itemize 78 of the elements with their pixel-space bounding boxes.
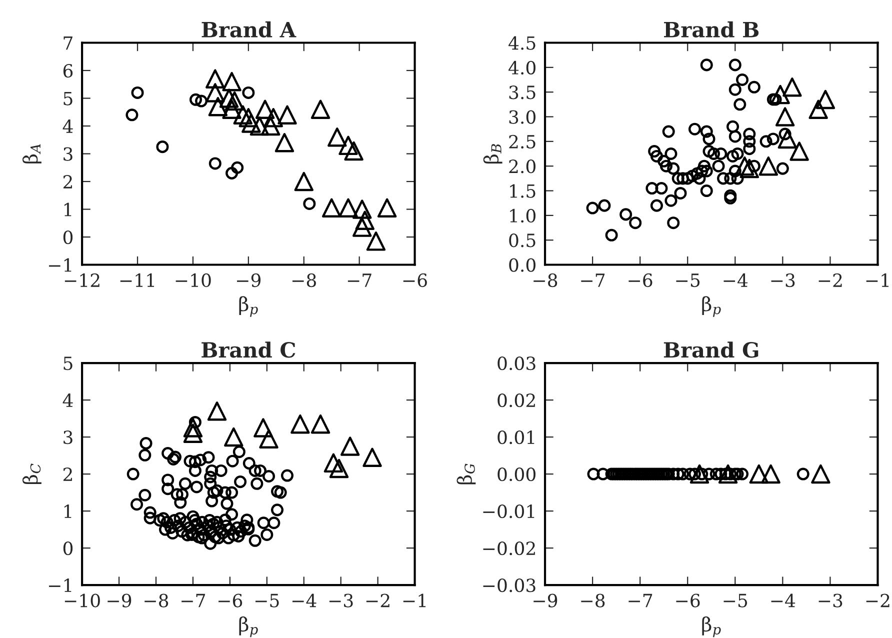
y-axis-title: β$_{G}$ (456, 464, 476, 484)
y-tick-label: −1 (49, 578, 72, 592)
x-tick-label: −4 (292, 594, 316, 608)
y-tick-label: 0.03 (498, 356, 536, 370)
y-tick-label: −0.01 (483, 504, 534, 518)
y-tick-label: 1 (64, 504, 72, 518)
chart-title: Brand G (664, 342, 758, 358)
y-tick-label: 2.5 (509, 134, 536, 149)
y-tick-label: 6 (63, 64, 73, 78)
chart-title: Brand C (202, 342, 296, 358)
y-tick-label: 0 (63, 230, 73, 244)
y-tick-label: −0.03 (483, 578, 536, 592)
chart-title: Brand A (202, 21, 296, 38)
y-tick-label: 0.0 (509, 258, 536, 272)
y-tick-label: 1.0 (510, 208, 536, 223)
y-tick-label: 4 (62, 119, 73, 133)
x-tick-label: −2 (866, 594, 890, 608)
y-tick-label: 1.5 (510, 184, 536, 198)
x-tick-label: −7 (348, 274, 372, 287)
y-tick-label: 0.02 (498, 393, 535, 408)
x-tick-label: −9 (108, 594, 132, 608)
y-tick-label: 2 (63, 174, 72, 188)
x-tick-label: −12 (64, 273, 100, 287)
x-tick-label: −8 (534, 273, 558, 288)
x-tick-label: −1 (866, 273, 888, 287)
y-tick-label: −1 (49, 258, 72, 272)
x-tick-label: −3 (329, 594, 353, 608)
y-tick-label: 4 (62, 393, 73, 407)
y-tick-label: 3.0 (509, 110, 536, 124)
x-tick-label: −3 (771, 273, 795, 288)
y-tick-label: 4.5 (508, 36, 536, 50)
x-tick-label: −5 (256, 594, 279, 608)
x-axis-title: β$_{p}$ (239, 616, 258, 638)
x-tick-label: −7 (581, 274, 605, 287)
y-tick-label: 0.00 (498, 467, 536, 482)
y-tick-label: 3.5 (509, 86, 536, 100)
y-tick-label: 0.01 (498, 430, 534, 444)
x-tick-label: −5 (724, 594, 748, 608)
y-tick-label: 0.5 (509, 234, 536, 248)
x-tick-label: −1 (403, 594, 426, 608)
y-axis-title: β$_{B}$ (483, 144, 502, 164)
x-tick-label: −6 (676, 594, 700, 608)
y-tick-label: 0 (63, 542, 73, 556)
x-tick-label: −4 (724, 273, 748, 287)
y-tick-label: 3 (64, 430, 72, 444)
y-tick-label: −0.02 (483, 542, 535, 556)
x-tick-label: −6 (628, 273, 652, 288)
x-tick-label: −4 (771, 594, 796, 608)
x-tick-label: −11 (120, 273, 154, 287)
y-tick-label: 5 (64, 92, 72, 106)
x-tick-label: −2 (818, 273, 842, 287)
x-tick-label: −10 (64, 594, 100, 608)
y-tick-label: 2 (63, 467, 72, 481)
y-axis-title: β$_{A}$ (22, 144, 42, 164)
x-tick-label: −5 (676, 274, 700, 288)
chart-title: Brand B (664, 21, 759, 38)
x-tick-label: −7 (182, 594, 205, 608)
x-tick-label: −9 (534, 594, 558, 608)
x-tick-label: −8 (144, 594, 168, 608)
x-tick-label: −10 (176, 273, 211, 288)
y-tick-label: 5 (64, 356, 72, 370)
y-tick-label: 3 (64, 147, 72, 161)
x-axis-title: β$_{p}$ (239, 296, 258, 317)
x-tick-label: −7 (628, 594, 652, 608)
y-tick-label: 4.0 (508, 60, 536, 75)
x-tick-label: −8 (581, 594, 605, 608)
y-tick-label: 1 (64, 202, 72, 216)
x-tick-label: −3 (818, 594, 842, 608)
x-tick-label: −6 (403, 273, 427, 288)
x-tick-label: −2 (366, 594, 390, 608)
x-axis-title: β$_{p}$ (702, 296, 721, 317)
x-tick-label: −6 (218, 594, 242, 608)
x-tick-label: −9 (237, 273, 261, 288)
x-tick-label: −8 (292, 273, 316, 288)
y-axis-title: β$_{C}$ (22, 464, 42, 484)
y-tick-label: 2.0 (509, 160, 536, 174)
y-tick-label: 7 (64, 36, 72, 50)
x-axis-title: β$_{p}$ (702, 616, 721, 638)
